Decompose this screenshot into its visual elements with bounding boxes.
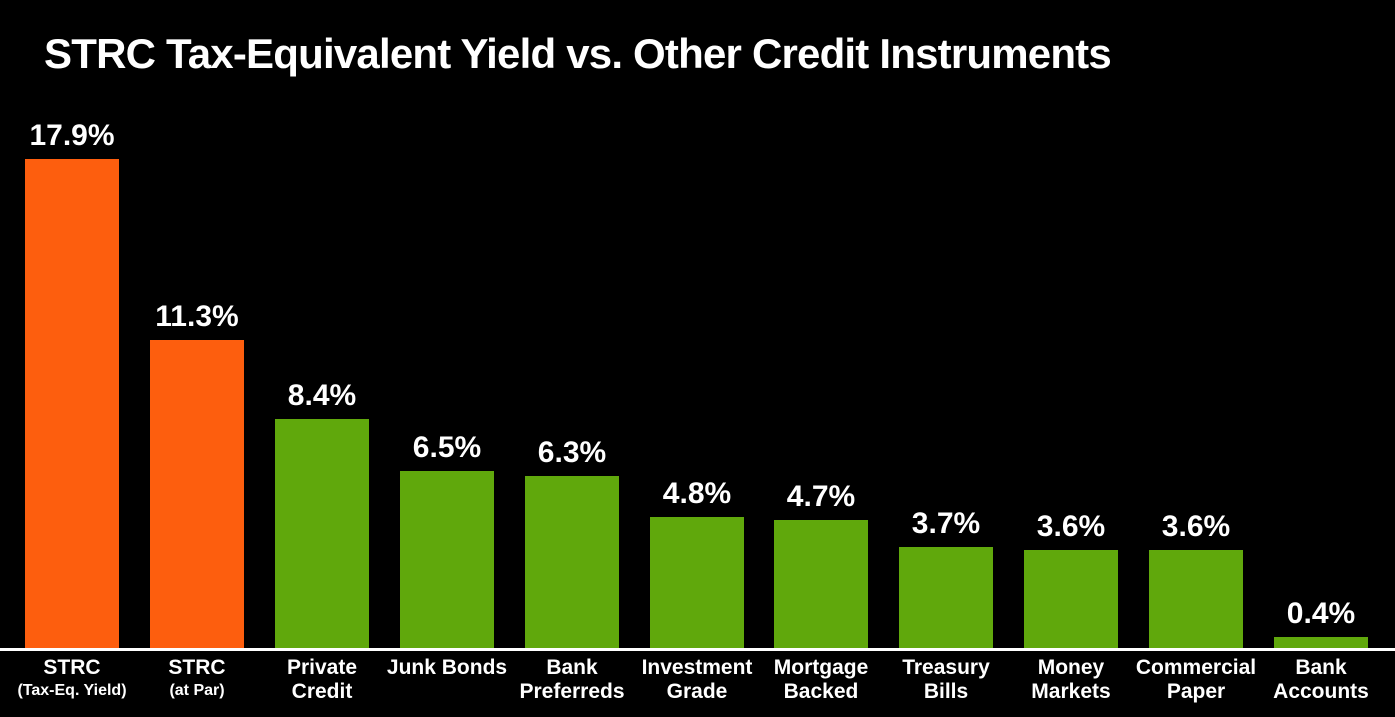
- x-tick-label-line: Mortgage: [773, 656, 869, 679]
- x-tick-label-line: Junk Bonds: [386, 656, 508, 679]
- x-tick-label-line: Investment: [641, 656, 753, 679]
- bar-private-credit: [275, 419, 369, 648]
- x-tick-label-line: Money: [1037, 656, 1105, 679]
- chart-title: STRC Tax-Equivalent Yield vs. Other Cred…: [44, 30, 1112, 77]
- x-tick-label-strc-tax-eq-yield: STRC (Tax-Eq. Yield): [0, 656, 162, 702]
- bar-strc-tax-eq-yield: [25, 159, 119, 648]
- bar-value-label-strc-tax-eq-yield: 17.9%: [29, 119, 115, 152]
- x-tick-label-bank-preferreds: Bank Preferreds: [482, 656, 662, 704]
- bar-value-label-treasury-bills: 3.7%: [911, 507, 981, 540]
- x-tick-label-line: Private: [286, 656, 358, 679]
- x-tick-label-investment-grade: Investment Grade: [607, 656, 787, 704]
- x-tick-label-line: Commercial: [1135, 656, 1257, 679]
- x-tick-label-line: Grade: [666, 680, 728, 703]
- x-tick-label-line: Accounts: [1273, 680, 1369, 703]
- x-tick-label-line: Markets: [1031, 680, 1111, 703]
- x-tick-label-mortgage-backed: Mortgage Backed: [731, 656, 911, 704]
- x-tick-label-money-markets: Money Markets: [981, 656, 1161, 704]
- bar-money-markets: [1024, 550, 1118, 648]
- x-tick-label-line: Treasury: [902, 656, 990, 679]
- bar-value-label-money-markets: 3.6%: [1036, 510, 1106, 543]
- x-tick-label-line: Preferreds: [519, 680, 625, 703]
- x-axis-baseline: [0, 648, 1395, 651]
- bar-value-label-mortgage-backed: 4.7%: [786, 480, 856, 513]
- bar-value-label-investment-grade: 4.8%: [662, 477, 732, 510]
- x-tick-label-commercial-paper: Commercial Paper: [1106, 656, 1286, 704]
- bar-bank-accounts: [1274, 637, 1368, 648]
- x-tick-label-line: STRC: [43, 656, 101, 679]
- x-tick-label-line: (Tax-Eq. Yield): [17, 682, 127, 699]
- bar-bank-preferreds: [525, 476, 619, 648]
- x-tick-label-line: Backed: [783, 680, 859, 703]
- x-tick-label-bank-accounts: Bank Accounts: [1231, 656, 1395, 704]
- bar-mortgage-backed: [774, 520, 868, 648]
- bar-commercial-paper: [1149, 550, 1243, 648]
- x-tick-label-line: Bills: [923, 680, 969, 703]
- x-tick-label-line: Credit: [291, 680, 353, 703]
- x-tick-label-junk-bonds: Junk Bonds: [357, 656, 537, 680]
- x-tick-label-private-credit: Private Credit: [232, 656, 412, 704]
- bar-value-label-strc-at-par: 11.3%: [155, 300, 239, 333]
- bar-value-label-bank-accounts: 0.4%: [1286, 597, 1356, 630]
- bar-junk-bonds: [400, 471, 494, 648]
- x-tick-label-treasury-bills: Treasury Bills: [856, 656, 1036, 704]
- bar-strc-at-par: [150, 340, 244, 648]
- bar-value-label-junk-bonds: 6.5%: [412, 431, 482, 464]
- bar-investment-grade: [650, 517, 744, 648]
- bar-treasury-bills: [899, 547, 993, 648]
- x-tick-label-line: STRC: [168, 656, 226, 679]
- bar-value-label-bank-preferreds: 6.3%: [537, 436, 607, 469]
- x-tick-label-line: (at Par): [169, 682, 225, 699]
- x-tick-label-line: Bank: [1295, 656, 1347, 679]
- bar-value-label-commercial-paper: 3.6%: [1161, 510, 1231, 543]
- x-tick-label-strc-at-par: STRC (at Par): [107, 656, 287, 702]
- bar-value-label-private-credit: 8.4%: [287, 379, 357, 412]
- x-tick-label-line: Paper: [1166, 680, 1226, 703]
- x-tick-label-line: Bank: [546, 656, 598, 679]
